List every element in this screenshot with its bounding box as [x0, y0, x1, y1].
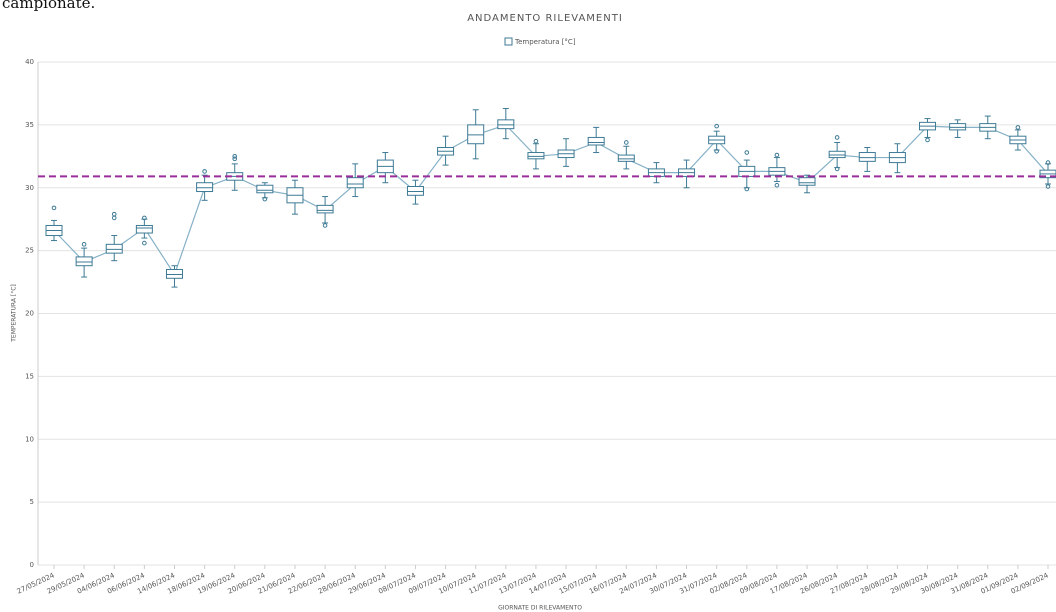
box: [135, 224, 153, 234]
y-tick-label: 20: [25, 310, 34, 318]
box: [105, 243, 123, 254]
box: [256, 184, 274, 194]
box: [949, 123, 967, 131]
outlier: [834, 166, 840, 172]
y-axis-label: TEMPERATURA [°C]: [11, 284, 18, 342]
outlier: [322, 223, 328, 228]
outlier: [202, 169, 207, 174]
y-tick-label: 40: [25, 58, 34, 66]
outlier: [111, 211, 117, 217]
box: [497, 119, 515, 130]
chart-title: ANDAMENTO RILEVAMENTI: [467, 13, 623, 24]
outlier: [232, 154, 238, 159]
outlier: [744, 150, 750, 155]
box: [316, 204, 334, 214]
y-tick-label: 10: [25, 435, 34, 443]
outlier: [774, 182, 780, 188]
median-line: [53, 124, 1049, 276]
box: [467, 124, 485, 145]
outlier: [834, 135, 840, 140]
box: [406, 185, 424, 196]
outlier: [81, 242, 87, 247]
outlier: [533, 138, 539, 144]
box: [858, 152, 876, 162]
outlier: [714, 123, 719, 129]
outlier: [142, 240, 147, 246]
box: [196, 182, 214, 193]
outlier: [714, 148, 719, 154]
y-tick-label: 25: [25, 247, 34, 255]
outlier: [1045, 160, 1051, 165]
outlier: [51, 205, 57, 211]
y-tick-label: 0: [30, 561, 34, 569]
box: [75, 256, 93, 267]
outlier: [925, 137, 930, 143]
outlier: [1045, 184, 1051, 189]
outlier: [744, 186, 750, 192]
outlier: [262, 196, 268, 202]
box: [165, 268, 183, 279]
box: [617, 154, 635, 162]
outlier: [774, 152, 780, 158]
outlier: [1015, 125, 1021, 130]
y-tick-label: 5: [30, 498, 34, 506]
outlier: [142, 215, 147, 221]
x-axis-label: GIORNATE DI RILEVAMENTO: [498, 605, 582, 612]
y-tick-label: 15: [25, 372, 34, 380]
y-tick-label: 35: [25, 121, 34, 129]
outlier: [624, 140, 629, 145]
box: [346, 177, 364, 189]
outlier: [111, 215, 117, 221]
box: [798, 177, 816, 186]
box: [828, 150, 846, 159]
outlier: [232, 156, 238, 162]
y-tick-label: 30: [25, 184, 34, 192]
legend-label: Temperatura [°C]: [514, 38, 576, 46]
page-text: campionate.: [2, 0, 95, 12]
box: [527, 152, 545, 160]
legend-swatch: [504, 37, 513, 46]
box: [587, 136, 605, 146]
